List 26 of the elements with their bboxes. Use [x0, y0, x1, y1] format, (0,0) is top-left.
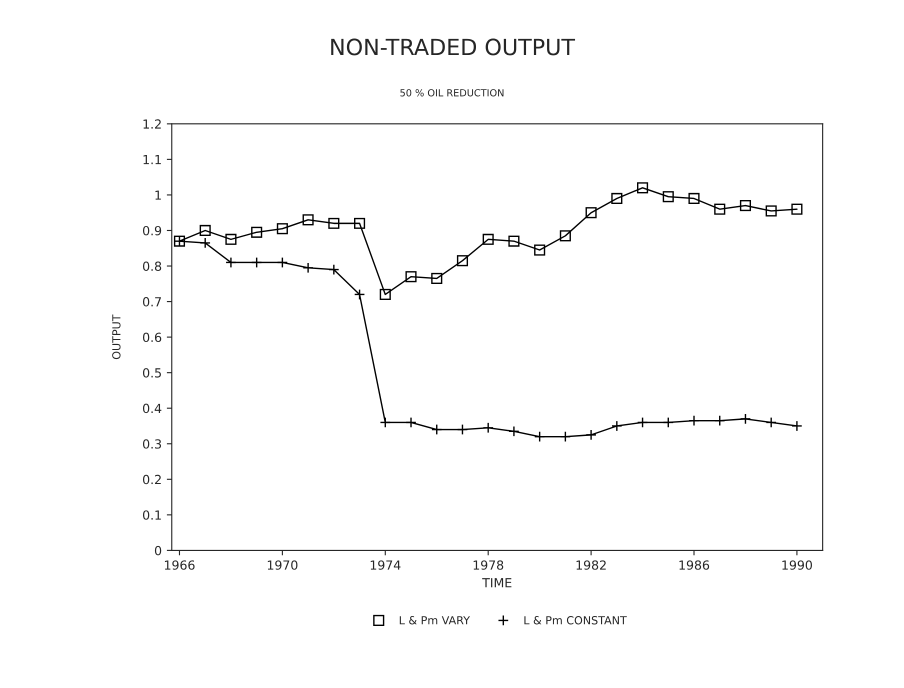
x-axis-title: TIME: [482, 578, 512, 588]
x-tick-label: 1966: [164, 560, 195, 570]
y-tick-label: 0: [154, 546, 162, 556]
y-tick-label: 0.5: [142, 368, 161, 378]
y-tick-label: 0.3: [142, 439, 162, 449]
y-tick-label: 0.2: [142, 474, 161, 484]
x-tick-label: 1978: [474, 560, 504, 570]
legend-label: L & Pm VARY: [400, 616, 470, 624]
x-tick-label: 1970: [268, 560, 298, 570]
legend-label: L & Pm CONSTANT: [524, 616, 627, 624]
y-axis-title: OUTPUT: [112, 314, 121, 360]
chart-title: NON-TRADED OUTPUT: [331, 38, 576, 56]
y-tick-label: 0.9: [142, 226, 162, 236]
x-tick-label: 1982: [576, 560, 606, 570]
x-tick-label: 1974: [370, 560, 400, 570]
y-tick-label: 0.4: [142, 404, 162, 414]
y-tick-label: 0.8: [142, 262, 162, 271]
y-tick-label: 0.6: [142, 332, 162, 342]
x-tick-label: 1990: [782, 560, 812, 570]
x-tick-label: 1986: [679, 560, 710, 570]
y-tick-label: 1.2: [144, 119, 161, 129]
chart-subtitle: 50 % OIL REDUCTION: [400, 89, 504, 96]
y-tick-label: 0.1: [142, 510, 161, 520]
y-tick-label: 0.7: [142, 297, 161, 306]
y-tick-label: 1: [155, 190, 161, 200]
y-tick-label: 1.1: [144, 155, 161, 164]
